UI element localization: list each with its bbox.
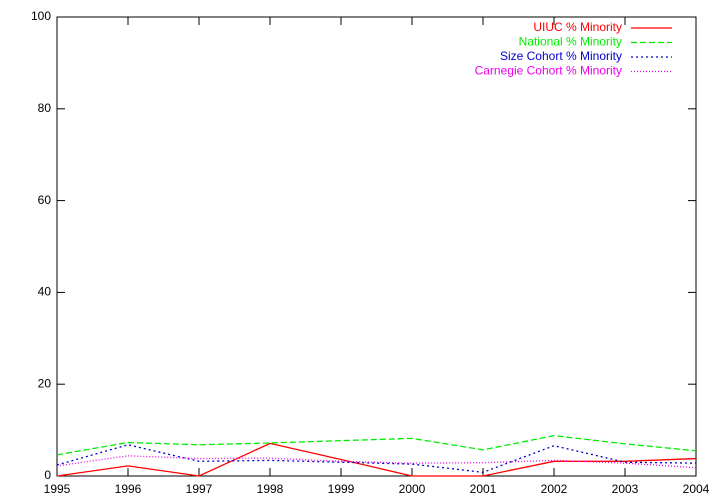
series-line: [56, 444, 697, 473]
legend-label: UIUC % Minority: [533, 20, 622, 34]
x-tick-label: 2004: [683, 482, 710, 496]
x-tick-label: 1996: [115, 482, 142, 496]
x-tick-label: 2002: [541, 482, 568, 496]
y-tick-label: 20: [38, 376, 52, 390]
legend-label: Size Cohort % Minority: [500, 49, 622, 63]
x-tick-label: 1998: [257, 482, 284, 496]
legend-label: National % Minority: [519, 35, 622, 49]
x-tick-label: 2003: [612, 482, 639, 496]
series-line: [56, 434, 697, 456]
x-tick-label: 2000: [399, 482, 426, 496]
plot-border: [56, 16, 697, 477]
x-tick-label: 1995: [44, 482, 71, 496]
y-tick-label: 60: [38, 193, 52, 207]
y-tick-label: 40: [38, 285, 52, 299]
series-line: [56, 442, 697, 477]
x-tick-label: 2001: [470, 482, 497, 496]
y-tick-label: 100: [31, 9, 51, 23]
y-tick-label: 80: [38, 101, 52, 115]
x-tick-label: 1999: [328, 482, 355, 496]
x-tick-label: 1997: [186, 482, 213, 496]
y-tick-label: 0: [44, 468, 51, 482]
legend-label: Carnegie Cohort % Minority: [475, 64, 622, 78]
